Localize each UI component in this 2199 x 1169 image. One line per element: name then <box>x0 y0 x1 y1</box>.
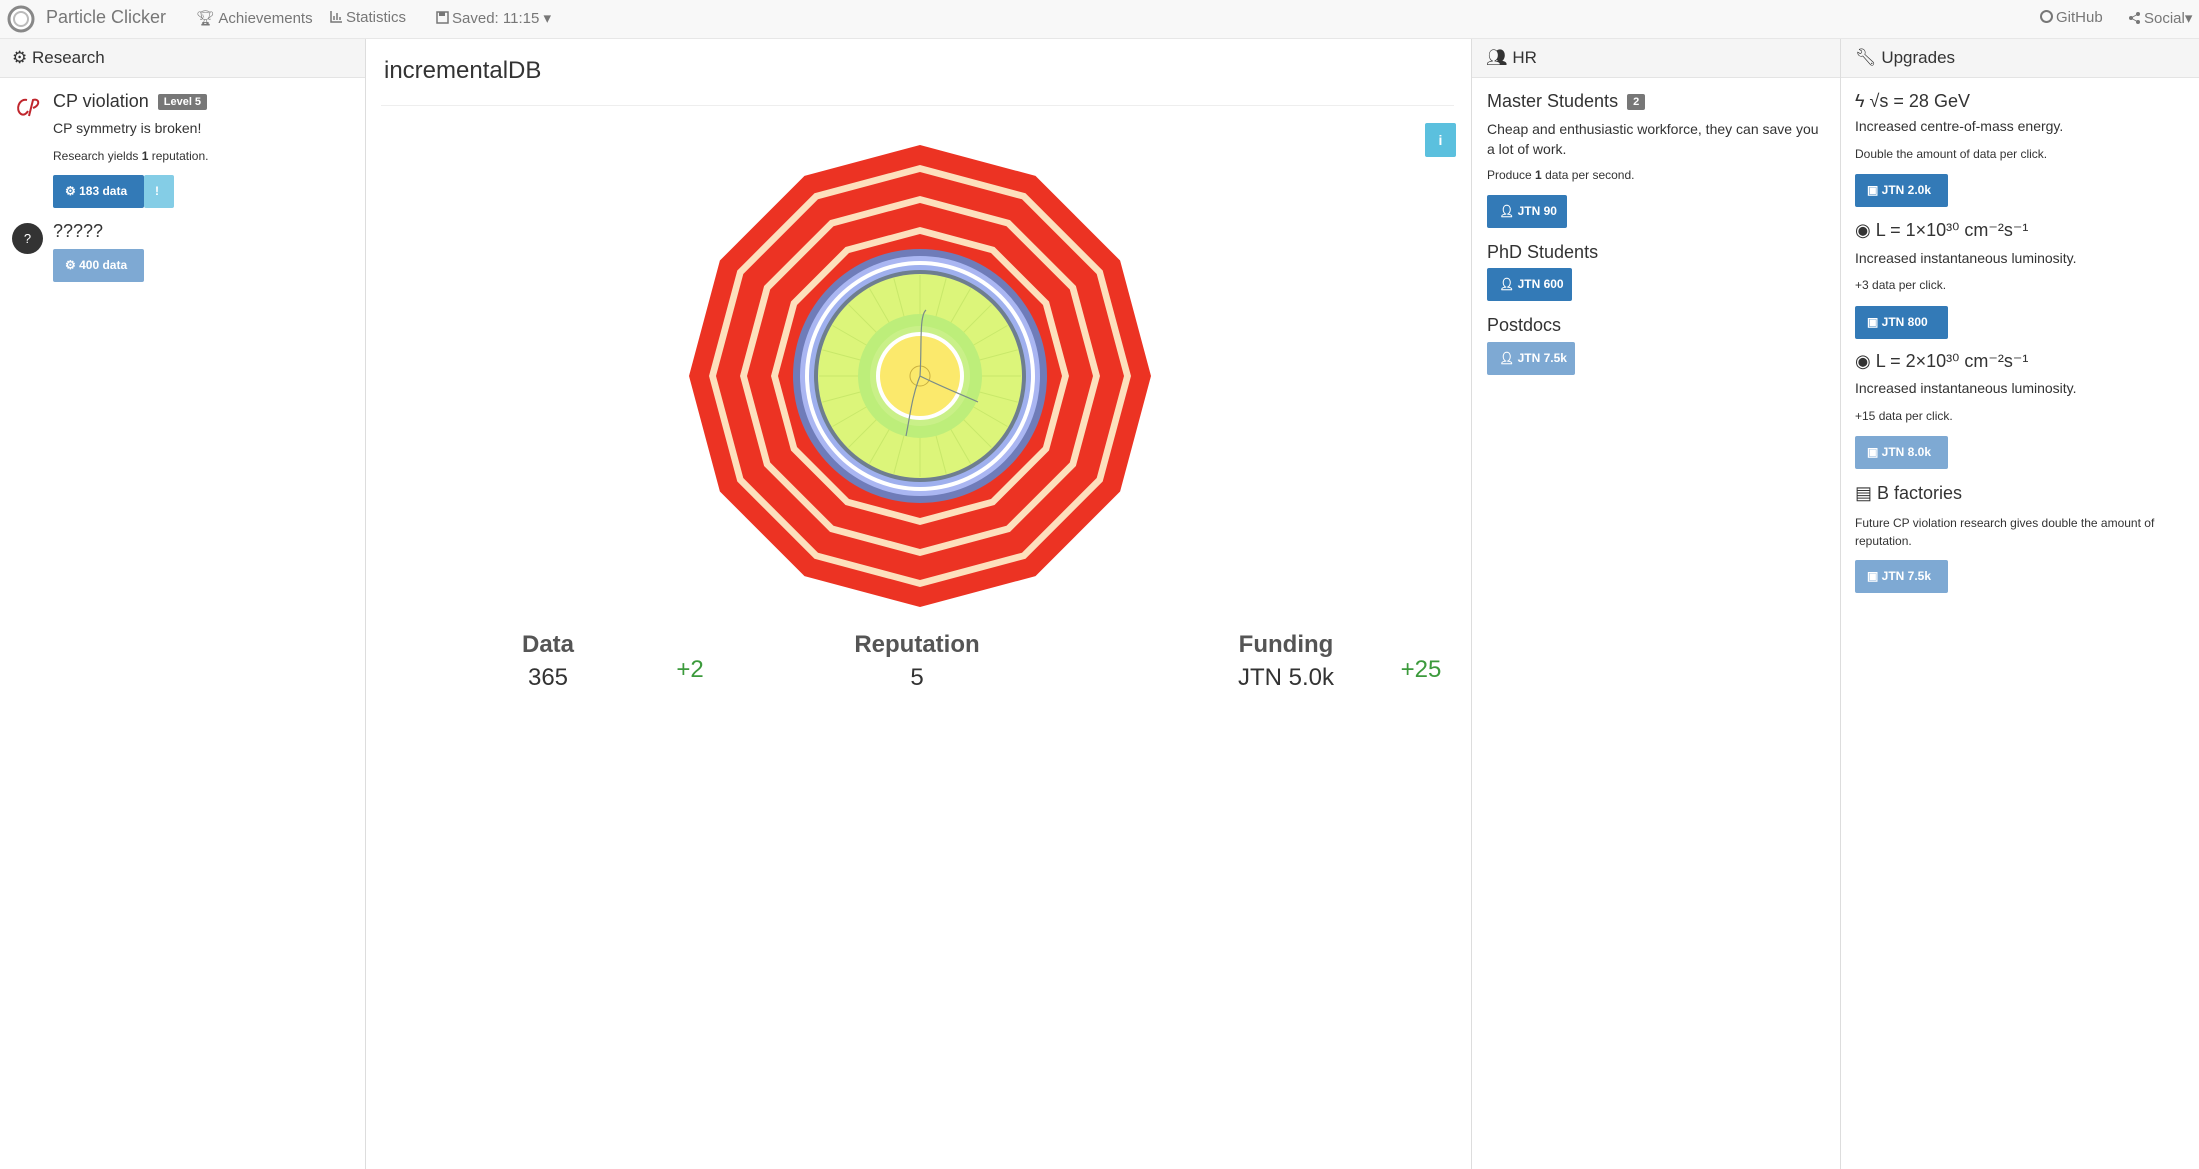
divider <box>1840 39 1841 1169</box>
info-button[interactable]: i <box>1425 123 1456 157</box>
hr-header: 👥︎ HR <box>1472 39 1840 78</box>
hire-button[interactable]: 👤︎ JTN 7.5k <box>1487 342 1575 375</box>
title: 👥︎ HR <box>1486 48 1537 67</box>
label: JTN 800 <box>1881 315 1928 329</box>
label: CP violation <box>53 91 149 111</box>
label: Upgrades <box>1881 48 1956 67</box>
research-yield: Research yields 1 reputation. <box>53 149 208 163</box>
upgrade-button[interactable]: ▣ JTN 2.0k <box>1855 174 1948 207</box>
label: GitHub <box>2056 9 2103 26</box>
research-button[interactable]: ⚙︎ 183 data <box>53 175 144 208</box>
logo <box>7 5 35 33</box>
alert-button[interactable]: ! <box>144 175 174 208</box>
divider <box>365 39 366 1169</box>
amount: 1 <box>141 149 149 163</box>
brand[interactable]: Particle Clicker <box>46 7 167 27</box>
label: Master Students <box>1487 91 1619 111</box>
label: Social <box>2144 10 2185 27</box>
hire-button[interactable]: 👤︎ JTN 90 <box>1487 195 1567 228</box>
research-name: ????? <box>53 221 104 241</box>
label: JTN 7.5k <box>1881 569 1932 583</box>
detector[interactable] <box>680 140 1160 620</box>
text: data per second. <box>1545 168 1635 182</box>
label: L = 1×10³⁰ cm⁻²s⁻¹ <box>1875 220 2029 240</box>
upgrade-name: ◉ L = 2×10³⁰ cm⁻²s⁻¹ <box>1855 351 2029 371</box>
github-link[interactable]: GitHub <box>2040 9 2103 26</box>
label: JTN 8.0k <box>1881 445 1932 459</box>
lab-title: incrementalDB <box>384 57 542 84</box>
stat-rate: +25 <box>1400 656 1442 683</box>
research-button[interactable]: ⚙︎ 400 data <box>53 249 144 282</box>
title: ⚙︎ Research <box>12 48 105 67</box>
label: JTN 600 <box>1517 277 1564 291</box>
social-menu[interactable]: Social▾ <box>2128 9 2192 27</box>
upgrade-effect: Future CP violation research gives doubl… <box>1855 516 2155 548</box>
hire-button[interactable]: 👤︎ JTN 600 <box>1487 268 1572 301</box>
research-description: CP symmetry is broken! <box>53 120 202 136</box>
title: 🔧︎ Upgrades <box>1855 48 1956 67</box>
upgrade-effect: +3 data per click. <box>1855 278 1947 292</box>
upgrade-description: Increased instantaneous luminosity. <box>1855 250 2077 266</box>
worker-description: Cheap and enthusiastic workforce, they c… <box>1487 121 1819 157</box>
label: Achievements <box>218 10 313 27</box>
label: Saved: 11:15 <box>452 10 540 27</box>
upgrade-description: Increased instantaneous luminosity. <box>1855 380 2077 396</box>
worker-produce: Produce 1 data per second. <box>1487 168 1634 182</box>
label: 400 data <box>79 258 128 272</box>
cp-icon <box>17 98 40 117</box>
label: Research <box>31 48 105 67</box>
research-name: CP violation Level 5 <box>53 91 208 112</box>
upgrade-description: Increased centre-of-mass energy. <box>1855 118 2064 134</box>
amount: 1 <box>1535 168 1542 182</box>
label: JTN 2.0k <box>1881 183 1932 197</box>
stat-label: Data <box>521 631 575 658</box>
stat-value: 5 <box>910 664 924 691</box>
upgrade-name: ◉ L = 1×10³⁰ cm⁻²s⁻¹ <box>1855 220 2029 240</box>
label: B factories <box>1877 483 1963 503</box>
level-badge: Level 5 <box>157 94 208 110</box>
worker-name: PhD Students <box>1487 242 1599 262</box>
upgrade-name: ▤ B factories <box>1855 483 1963 503</box>
upgrade-effect: +15 data per click. <box>1855 409 1953 423</box>
upgrade-button[interactable]: ▣ JTN 800 <box>1855 306 1948 339</box>
divider <box>1471 39 1472 1169</box>
label: √s = 28 GeV <box>1869 91 1970 111</box>
stat-value: JTN 5.0k <box>1237 664 1335 691</box>
count-badge: 2 <box>1627 94 1646 110</box>
stat-label: Reputation <box>854 631 980 658</box>
stat-value: 365 <box>527 664 569 691</box>
upgrade-button[interactable]: ▣ JTN 7.5k <box>1855 560 1948 593</box>
text: reputation. <box>151 149 209 163</box>
label: HR <box>1512 48 1537 67</box>
stat-label: Funding <box>1238 631 1334 658</box>
label: JTN 7.5k <box>1517 351 1567 365</box>
worker-name: Postdocs <box>1487 315 1562 335</box>
navbar: Particle Clicker 🏆︎ Achievements Statist… <box>0 0 2199 39</box>
saved-menu[interactable]: Saved: 11:15 ▾ <box>436 9 551 27</box>
upgrade-effect: Double the amount of data per click. <box>1855 147 2048 161</box>
stat-rate: +2 <box>676 656 704 683</box>
label: Statistics <box>346 9 407 26</box>
worker-name: Master Students 2 <box>1487 91 1646 112</box>
statistics-link[interactable]: Statistics <box>330 9 406 26</box>
label: L = 2×10³⁰ cm⁻²s⁻¹ <box>1875 351 2029 371</box>
research-header: ⚙︎ Research <box>0 39 365 78</box>
unknown-icon: ? <box>12 223 43 254</box>
detector-part <box>905 309 979 437</box>
rule <box>381 105 1454 106</box>
label: 183 data <box>79 184 128 198</box>
achievements-link[interactable]: 🏆︎ Achievements <box>196 10 313 27</box>
text: Produce <box>1487 168 1532 182</box>
upgrade-name: ϟ √s = 28 GeV <box>1855 91 1970 111</box>
label: JTN 90 <box>1517 204 1557 218</box>
upgrades-header: 🔧︎ Upgrades <box>1841 39 2199 78</box>
text: Research yields <box>53 149 139 163</box>
upgrade-button[interactable]: ▣ JTN 8.0k <box>1855 436 1948 469</box>
